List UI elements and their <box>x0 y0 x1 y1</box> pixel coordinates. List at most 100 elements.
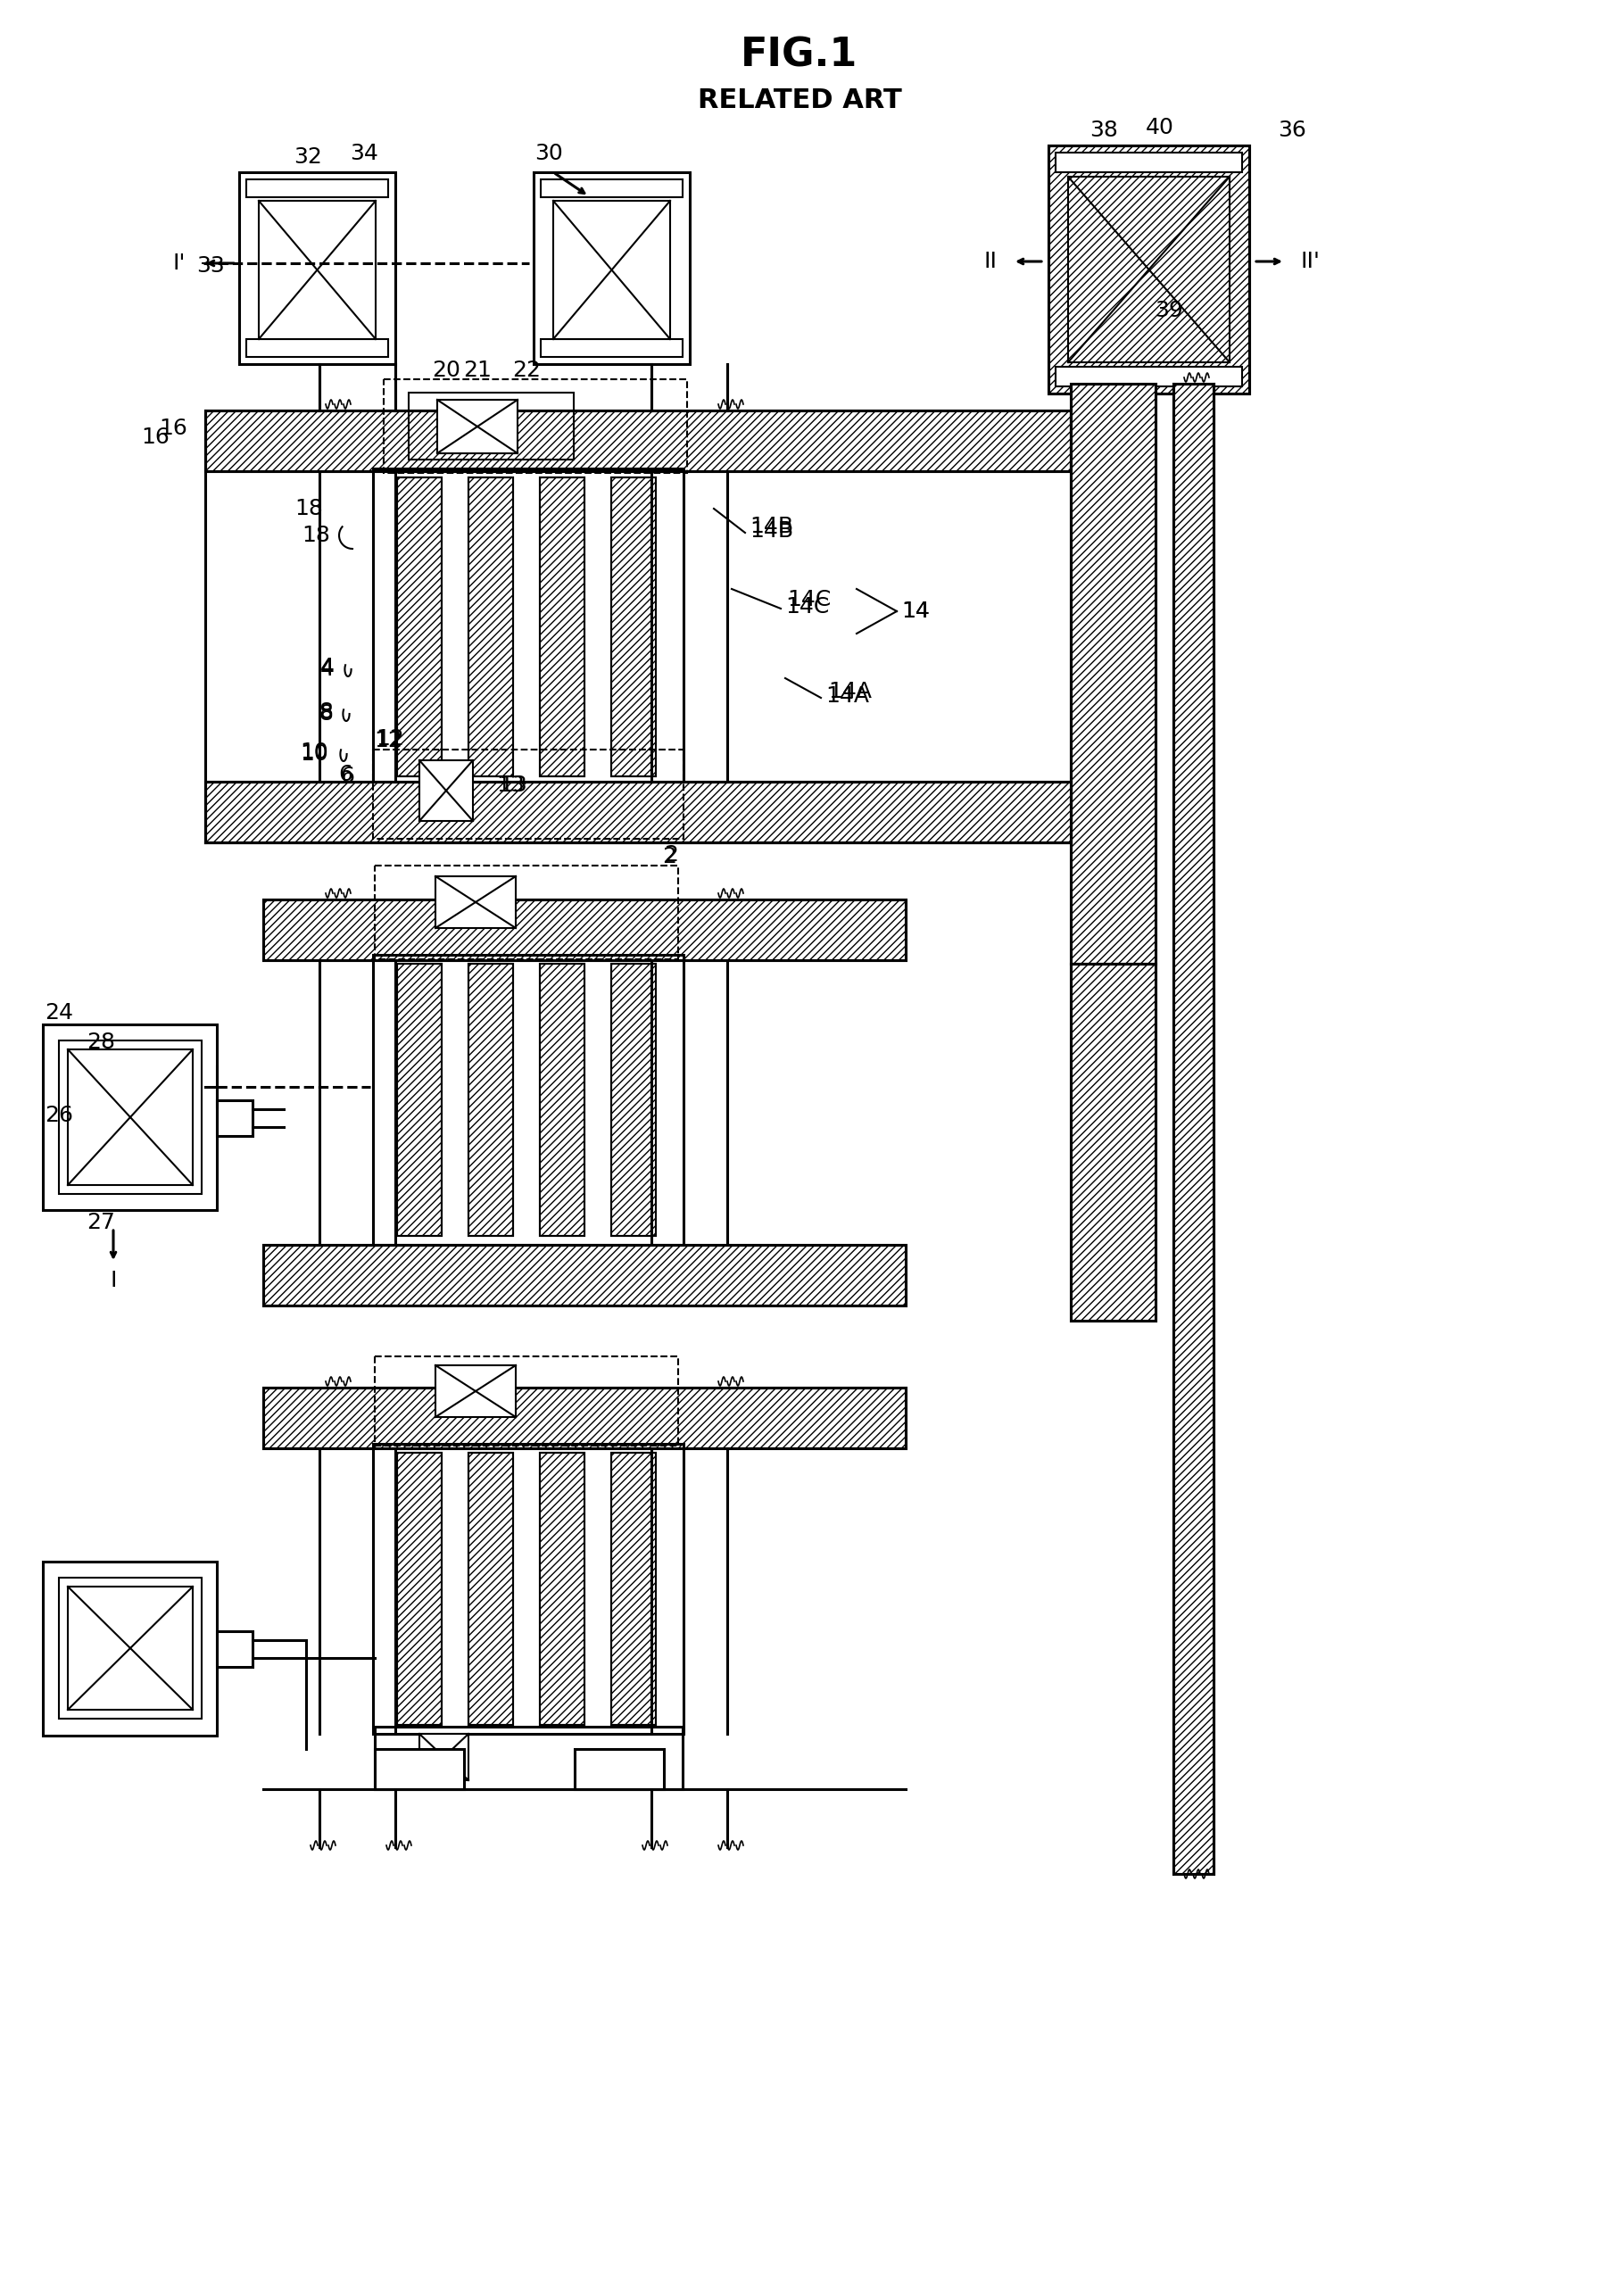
Text: 16: 16 <box>141 427 169 448</box>
Bar <box>373 468 683 785</box>
Bar <box>67 1587 193 1711</box>
Text: 20: 20 <box>432 360 461 381</box>
Text: 30: 30 <box>534 142 563 165</box>
Bar <box>246 179 389 197</box>
Bar <box>205 781 1071 843</box>
Text: 12: 12 <box>376 728 405 748</box>
Bar <box>611 964 656 1235</box>
Bar <box>540 1453 585 1724</box>
Bar <box>59 1577 201 1720</box>
Bar <box>1071 964 1156 1320</box>
Bar <box>611 964 656 1235</box>
Bar <box>1055 367 1242 386</box>
Bar <box>540 340 683 356</box>
Bar <box>264 1387 905 1449</box>
Text: 6: 6 <box>337 765 352 785</box>
Text: 13: 13 <box>496 774 524 797</box>
Bar <box>419 1733 469 1779</box>
Bar <box>374 1750 464 1789</box>
Text: 40: 40 <box>1146 117 1174 138</box>
Text: FIG.1: FIG.1 <box>740 37 859 73</box>
Bar <box>611 478 656 776</box>
Text: 4: 4 <box>320 657 334 677</box>
Bar <box>397 964 441 1235</box>
Text: 22: 22 <box>512 360 540 381</box>
Bar <box>1049 145 1249 393</box>
Bar <box>264 1244 905 1306</box>
Bar <box>43 1561 217 1736</box>
Text: I': I' <box>173 253 185 273</box>
Bar <box>469 1453 513 1724</box>
Bar <box>419 760 473 822</box>
Text: 8: 8 <box>318 703 333 726</box>
Bar <box>259 200 376 340</box>
Bar <box>397 478 441 776</box>
Bar <box>384 379 688 473</box>
Text: 14A: 14A <box>825 684 870 707</box>
Bar <box>540 179 683 197</box>
Bar <box>1174 383 1214 1874</box>
Text: 33: 33 <box>197 255 225 276</box>
Bar <box>217 1630 253 1667</box>
Bar <box>540 964 585 1235</box>
Bar <box>435 1366 516 1417</box>
Text: 14C: 14C <box>787 590 831 611</box>
Text: 14B: 14B <box>750 521 793 542</box>
Text: 28: 28 <box>86 1031 115 1054</box>
Bar <box>205 781 1071 843</box>
Text: 39: 39 <box>1154 301 1183 321</box>
Text: 36: 36 <box>1278 119 1306 140</box>
Bar <box>246 340 389 356</box>
Bar <box>540 1453 585 1724</box>
Bar <box>611 478 656 776</box>
Bar <box>540 478 585 776</box>
Bar <box>264 1244 905 1306</box>
Text: 14B: 14B <box>750 517 793 537</box>
Text: 4: 4 <box>320 659 334 680</box>
Bar <box>611 1453 656 1724</box>
Text: 2: 2 <box>664 845 678 866</box>
Text: 16: 16 <box>158 418 187 439</box>
Bar <box>437 400 518 452</box>
Bar <box>469 964 513 1235</box>
Bar <box>534 172 689 365</box>
Text: 24: 24 <box>45 1001 74 1024</box>
Bar <box>540 964 585 1235</box>
Text: 18: 18 <box>294 498 323 519</box>
Bar <box>469 964 513 1235</box>
Text: 13: 13 <box>499 774 528 797</box>
Bar <box>67 1049 193 1185</box>
Bar <box>1071 964 1156 1320</box>
Bar <box>373 1444 683 1733</box>
Text: II': II' <box>1302 250 1321 273</box>
Text: II: II <box>985 250 998 273</box>
Text: 38: 38 <box>1089 119 1118 140</box>
Bar <box>409 393 574 459</box>
Bar <box>373 955 683 1244</box>
Bar <box>435 877 516 928</box>
Text: 8: 8 <box>318 700 333 723</box>
Text: I: I <box>110 1270 117 1290</box>
Bar <box>1071 383 1156 964</box>
Text: 14: 14 <box>902 602 929 622</box>
Bar <box>374 1357 678 1446</box>
Text: 27: 27 <box>86 1212 115 1233</box>
Text: 12: 12 <box>374 730 403 751</box>
Bar <box>264 900 905 960</box>
Text: 14: 14 <box>902 602 929 622</box>
Text: 2: 2 <box>662 845 676 868</box>
Bar <box>397 1453 441 1724</box>
Text: RELATED ART: RELATED ART <box>697 87 902 113</box>
Bar <box>217 1100 253 1137</box>
Bar <box>59 1040 201 1194</box>
Text: 10: 10 <box>301 742 328 762</box>
Text: 32: 32 <box>294 147 321 168</box>
Bar <box>205 411 1071 471</box>
Bar <box>373 748 683 838</box>
Bar <box>264 900 905 960</box>
Bar <box>1174 383 1214 1874</box>
Bar <box>1068 177 1230 363</box>
Text: 6: 6 <box>341 765 355 788</box>
Bar <box>240 172 395 365</box>
Text: 34: 34 <box>350 142 379 165</box>
